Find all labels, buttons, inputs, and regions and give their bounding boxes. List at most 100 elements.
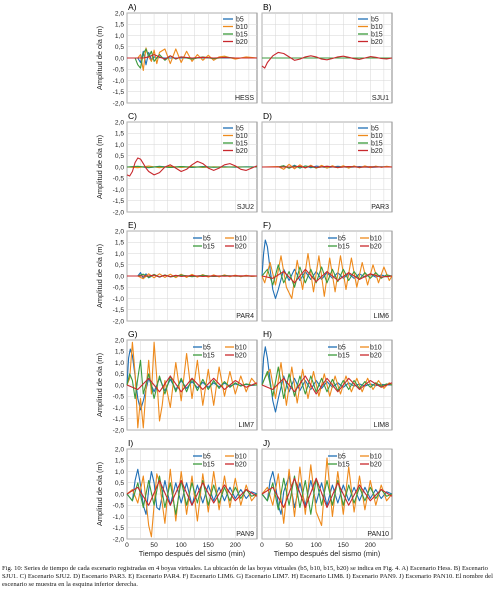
panel-a-legend-b20: b20: [236, 39, 248, 46]
panel-g-legend-b20: b20: [235, 352, 247, 359]
panel-h-series-b10: [261, 361, 393, 406]
panel-f-legend-b10: b10: [370, 235, 382, 242]
panel-a-series-b10: [127, 47, 258, 71]
panel-b-series-b20: [261, 51, 393, 69]
panel-i-legend-b15: b15: [203, 461, 215, 468]
panel-e-legend-b10: b10: [235, 235, 247, 242]
panel-e-ytick: 0,0: [115, 273, 124, 280]
panel-j-xtick: 200: [365, 542, 376, 549]
panel-j-series-b15: [261, 475, 393, 515]
panel-a-scenario: HESS: [235, 95, 254, 102]
panel-c-legend-b10: b10: [236, 133, 248, 140]
panel-f-scenario: LIM6: [373, 313, 389, 320]
panel-g-scenario: LIM7: [238, 422, 254, 429]
panel-a-label: A): [128, 2, 137, 12]
panel-f-legend-b20: b20: [370, 243, 382, 250]
panel-b-legend-b5: b5: [371, 16, 379, 23]
panel-g-ytick: 0,0: [115, 382, 124, 389]
panel-a-ytick: -1,0: [113, 78, 125, 85]
panel-h-scenario: LIM8: [373, 422, 389, 429]
panel-e-ylabel: Amplitud de ola (m): [95, 244, 104, 308]
panel-g-ytick: 1,5: [115, 349, 124, 356]
panel-g-series-b15: [126, 359, 257, 400]
panel-h-legend-b5: b5: [338, 344, 346, 351]
panel-b-scenario: SJU1: [372, 95, 389, 102]
panel-c-legend-b15: b15: [236, 140, 248, 147]
panel-f-series-b20: [261, 268, 393, 284]
panel-b-legend-b10: b10: [371, 24, 383, 31]
panel-c-ytick: 1,5: [115, 131, 124, 138]
panel-a-ylabel: Amplitud de ola (m): [95, 26, 104, 90]
panel-f-series-b10: [261, 252, 393, 300]
panel-e-ytick: 0,5: [115, 262, 124, 269]
panel-d-label: D): [263, 111, 272, 121]
panel-h-legend-b20: b20: [370, 352, 382, 359]
panel-g-ytick: -0,5: [113, 394, 125, 401]
panel-j-xtick: 100: [311, 542, 322, 549]
panel-e-ytick: -1,5: [113, 307, 125, 314]
panel-a-ytick: -1,5: [113, 89, 125, 96]
panel-g-legend-b10: b10: [235, 344, 247, 351]
panel-b-label: B): [263, 2, 272, 12]
panel-g-ytick: 0,5: [115, 371, 124, 378]
panel-c-series-b20: [126, 157, 258, 177]
panel-h-label: H): [263, 329, 272, 339]
panel-c-ytick: 0,0: [115, 164, 124, 171]
panel-e-ytick: 1,0: [115, 251, 124, 258]
panel-d-legend-b10: b10: [371, 133, 383, 140]
panel-i-ytick: -2,0: [113, 536, 125, 543]
panel-g-label: G): [128, 329, 138, 339]
panel-i-legend-b5: b5: [203, 453, 211, 460]
panel-i-xtick: 150: [203, 542, 214, 549]
panel-g-ytick: -1,5: [113, 416, 125, 423]
panel-a-legend-b15: b15: [236, 31, 248, 38]
panel-i-legend-b10: b10: [235, 453, 247, 460]
panel-a-ytick: -0,5: [113, 67, 125, 74]
panel-g-legend-b15: b15: [203, 352, 215, 359]
panel-i-ytick: -1,0: [113, 514, 125, 521]
panel-j-series-b20: [261, 477, 393, 509]
panel-d-scenario: PAR3: [371, 204, 389, 211]
panel-i-ytick: 2,0: [115, 446, 124, 453]
panel-j-legend-b5: b5: [338, 453, 346, 460]
panel-g-legend-b5: b5: [203, 344, 211, 351]
panel-c-ytick: -2,0: [113, 209, 125, 216]
panel-e-ytick: 2,0: [115, 228, 124, 235]
panel-i-ytick: -0,5: [113, 503, 125, 510]
panel-a-ytick: 1,5: [115, 22, 124, 29]
panel-f-series-b15: [261, 264, 393, 288]
panel-i-xtick: 50: [150, 542, 158, 549]
panel-g-series-b20: [126, 375, 258, 393]
panel-c-ytick: -1,0: [113, 187, 125, 194]
panel-e-ytick: 1,5: [115, 240, 124, 247]
panel-e-ytick: -2,0: [113, 318, 125, 325]
panel-i-scenario: PAN9: [236, 531, 254, 538]
panel-e-legend-b15: b15: [203, 243, 215, 250]
panel-i-ytick: 1,0: [115, 469, 124, 476]
panel-i-series-b20: [126, 479, 258, 506]
panel-a-ytick: 1,0: [115, 33, 124, 40]
panel-f-legend-b5: b5: [338, 235, 346, 242]
panel-i-series-b15: [126, 475, 258, 515]
panel-c-scenario: SJU2: [237, 204, 254, 211]
panel-i-label: I): [128, 438, 133, 448]
panel-a-legend-b5: b5: [236, 16, 244, 23]
panel-i-ytick: 1,5: [115, 458, 124, 465]
panel-i-series-b10: [126, 468, 258, 538]
panel-a-ytick: 2,0: [115, 10, 124, 17]
panel-a-legend-b10: b10: [236, 24, 248, 31]
panel-i-ylabel: Amplitud de ola (m): [95, 462, 104, 526]
panel-h-series-b20: [261, 375, 393, 395]
panel-a-ytick: -2,0: [113, 100, 125, 107]
panel-j-legend-b15: b15: [338, 461, 350, 468]
panel-j-xlabel: Tiempo después del sismo (min): [274, 549, 381, 558]
panel-j-xtick: 150: [338, 542, 349, 549]
panel-g-ytick: 2,0: [115, 337, 124, 344]
panel-i-legend-b20: b20: [235, 461, 247, 468]
panel-c-legend-b20: b20: [236, 148, 248, 155]
panel-j-xtick: 0: [260, 542, 264, 549]
panel-a-ytick: 0,0: [115, 55, 124, 62]
panel-c-ytick: -0,5: [113, 176, 125, 183]
panel-d-legend-b15: b15: [371, 140, 383, 147]
panel-j-scenario: PAN10: [367, 531, 389, 538]
